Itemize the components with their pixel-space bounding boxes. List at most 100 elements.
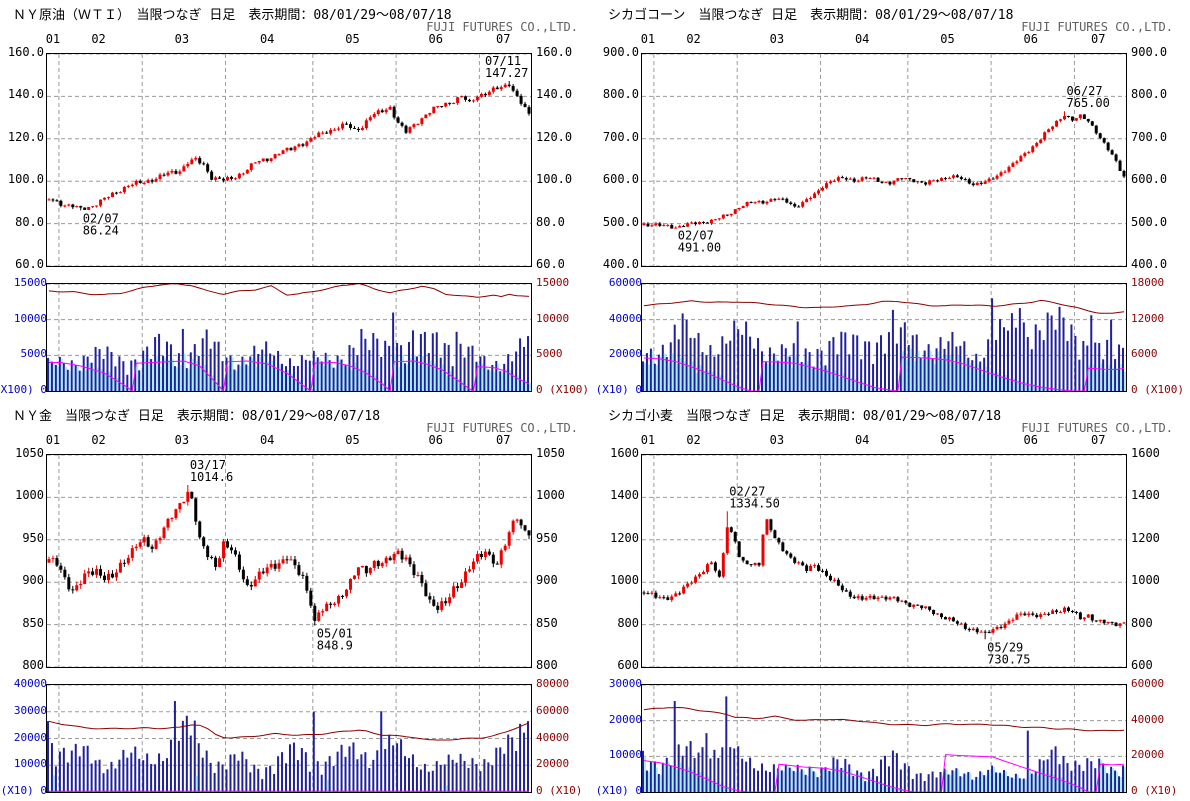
volume-axis-label-left: 10000 xyxy=(608,748,642,762)
month-label: 01 xyxy=(45,32,61,46)
price-axis-label-right: 400.0 xyxy=(1131,257,1168,271)
open-interest-line xyxy=(643,299,1125,314)
price-axis-label-left: 900 xyxy=(22,573,44,588)
volume-axis-label-left: 10000 xyxy=(13,757,47,771)
price-axis-label-left: 700.0 xyxy=(602,129,639,144)
price-axis-label-left: 1600 xyxy=(610,446,639,460)
volume-chart-area xyxy=(46,283,532,392)
price-axis-label-left: 1000 xyxy=(15,488,44,503)
month-label: 01 xyxy=(45,433,61,447)
company-credit: FUJI FUTURES CO.,LTD. xyxy=(426,421,578,435)
price-axis-label-right: 1000 xyxy=(536,488,565,503)
volume-chart-area xyxy=(641,283,1127,392)
panel-chicago-wheat: シカゴ小麦 当限つなぎ 日足 表示期間：08/01/29～08/07/18 FU… xyxy=(595,401,1190,801)
volume-bars xyxy=(642,298,1126,391)
annotation-low-date: 05/29 xyxy=(987,640,1023,654)
price-axis-label-left: 900.0 xyxy=(602,45,639,59)
price-grid xyxy=(47,455,531,667)
open-interest-axis-label: 60000 xyxy=(1131,677,1165,690)
volume-axis-label-left: 5000 xyxy=(20,347,48,361)
price-axis-label-left: 600.0 xyxy=(602,172,639,187)
volume-axis-label-left: 30000 xyxy=(608,677,642,690)
candles xyxy=(642,111,1126,229)
month-label: 05 xyxy=(345,32,360,46)
annotation-low-date: 02/07 xyxy=(678,228,714,242)
price-axis-label-left: 400.0 xyxy=(602,257,639,271)
price-axis-label-left: 120.0 xyxy=(7,129,44,144)
annotation-low-date: 05/01 xyxy=(317,627,353,641)
candles xyxy=(47,485,531,626)
current-month-line xyxy=(49,360,530,391)
month-label: 04 xyxy=(259,32,275,46)
month-label: 03 xyxy=(174,32,190,46)
volume-axis-label-left: 15000 xyxy=(13,276,47,289)
month-label: 01 xyxy=(640,433,656,447)
current-month-line xyxy=(643,356,1125,391)
volume-grid xyxy=(47,284,531,391)
price-axis-label-left: 850 xyxy=(22,615,44,630)
month-label: 03 xyxy=(174,433,190,447)
open-interest-axis-label: 20000 xyxy=(536,757,570,771)
month-label: 05 xyxy=(940,433,955,447)
open-interest-axis-label: 10000 xyxy=(536,311,570,325)
chart-title: シカゴ小麦 当限つなぎ 日足 表示期間：08/01/29～08/07/18 xyxy=(608,409,1002,424)
price-axis-label-left: 60.0 xyxy=(15,257,44,271)
candles xyxy=(47,80,531,211)
chart-title: シカゴコーン 当限つなぎ 日足 表示期間：08/01/29～08/07/18 xyxy=(608,8,1014,23)
price-chart-area: 06/27 765.00 02/07 491.00 xyxy=(641,53,1127,267)
annotation-high-date: 06/27 xyxy=(1067,84,1103,98)
price-axis-label-right: 800.0 xyxy=(1131,87,1168,102)
annotation-high-value: 765.00 xyxy=(1067,96,1110,110)
price-axis-label-left: 800 xyxy=(22,658,44,672)
price-chart-area: 07/11 147.27 02/07 86.24 xyxy=(46,53,532,267)
price-axis-label-right: 1000 xyxy=(1131,573,1160,588)
price-chart-area: 03/17 1014.6 05/01 848.9 xyxy=(46,454,532,668)
volume-bars xyxy=(642,696,1126,792)
price-axis-label-right: 600 xyxy=(1131,658,1153,672)
price-axis-label-right: 800 xyxy=(536,658,558,672)
price-axis-label-right: 1600 xyxy=(1131,446,1160,460)
volume-axis-label-left: (X10) 0 xyxy=(595,383,642,396)
price-axis-label-left: 1200 xyxy=(610,530,639,545)
volume-axis-label-left: 40000 xyxy=(608,311,642,325)
price-axis-label-right: 60.0 xyxy=(536,257,565,271)
price-axis-label-left: 160.0 xyxy=(7,45,44,59)
month-label: 04 xyxy=(854,32,870,46)
volume-axis-label-left: (X100) 0 xyxy=(0,383,47,396)
annotation-low-value: 491.00 xyxy=(678,240,721,254)
open-interest-axis-label: 12000 xyxy=(1131,311,1165,325)
volume-bars xyxy=(47,312,531,391)
month-label: 02 xyxy=(91,433,106,447)
open-interest-axis-label: 15000 xyxy=(536,276,570,289)
month-label: 07 xyxy=(495,433,511,447)
annotation-high-date: 07/11 xyxy=(485,54,521,68)
volume-axis-label-left: 20000 xyxy=(608,347,642,361)
price-axis-label-right: 120.0 xyxy=(536,129,573,144)
chart-title: ＮＹ原油（ＷＴＩ） 当限つなぎ 日足 表示期間：08/01/29～08/07/1… xyxy=(13,8,452,23)
price-axis-label-right: 1200 xyxy=(1131,530,1160,545)
annotation-high-date: 02/27 xyxy=(729,484,765,498)
month-label: 06 xyxy=(428,32,443,46)
price-axis-label-right: 500.0 xyxy=(1131,214,1168,229)
volume-axis-label-left: 40000 xyxy=(13,677,47,690)
month-label: 07 xyxy=(1090,433,1106,447)
month-label: 06 xyxy=(1023,433,1038,447)
open-interest-axis-label: 60000 xyxy=(536,703,570,717)
volume-chart-svg xyxy=(47,685,531,792)
month-label: 05 xyxy=(345,433,360,447)
panel-ny-gold: ＮＹ金 当限つなぎ 日足 表示期間：08/01/29～08/07/18 FUJI… xyxy=(0,401,595,801)
annotation-high-value: 1334.50 xyxy=(729,496,780,510)
price-axis-label-left: 140.0 xyxy=(7,87,44,102)
volume-chart-svg xyxy=(47,284,531,391)
volume-bars xyxy=(47,701,530,792)
price-axis-label-left: 1400 xyxy=(610,488,639,503)
month-label: 07 xyxy=(495,32,511,46)
annotation-low-date: 02/07 xyxy=(83,211,119,225)
month-label: 04 xyxy=(854,433,870,447)
price-axis-label-right: 850 xyxy=(536,615,558,630)
price-grid xyxy=(642,54,1126,266)
volume-chart-area xyxy=(641,684,1127,793)
